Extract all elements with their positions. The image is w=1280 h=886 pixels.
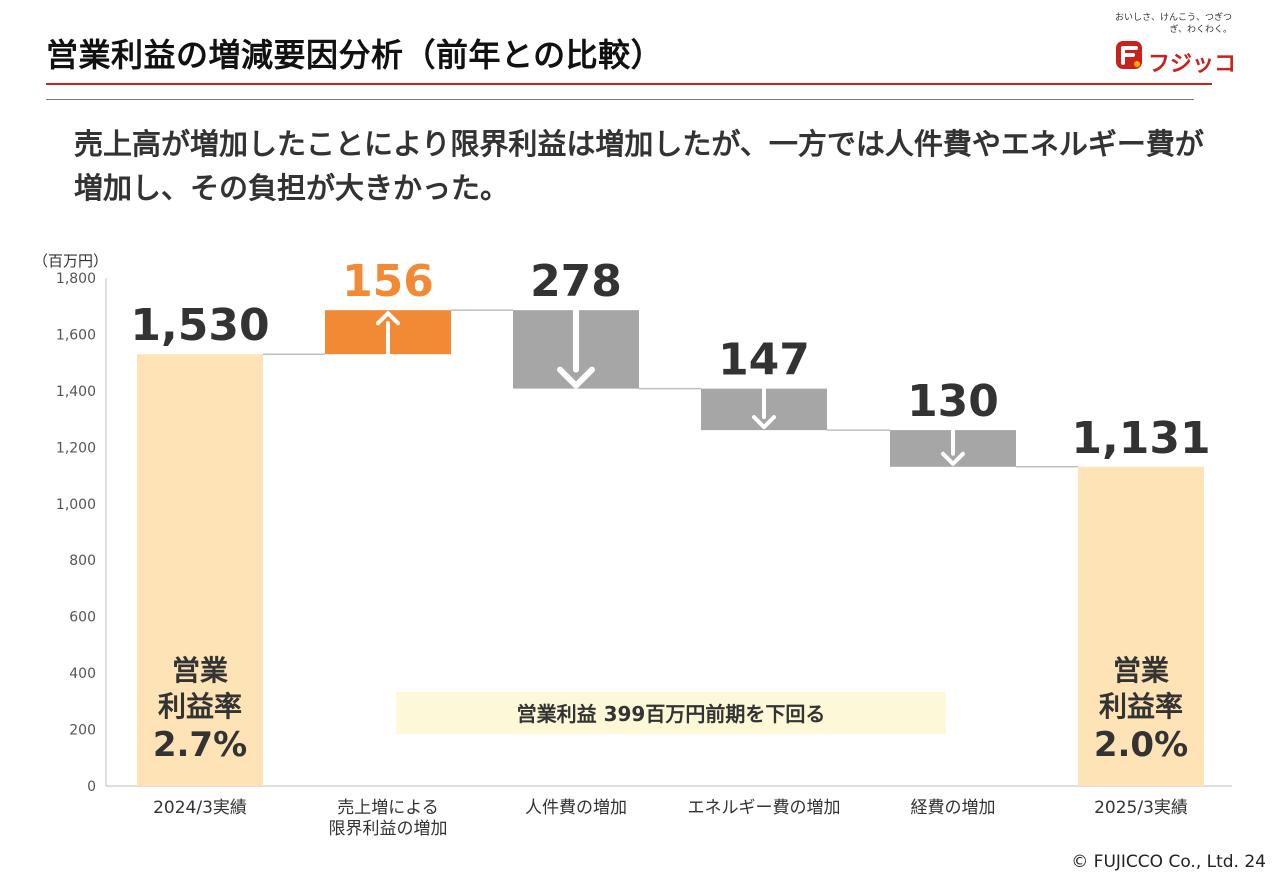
company-logo: おいしさ、けんこう、つぎつぎ、わくわく。 フジッコ xyxy=(1112,12,1236,77)
bar-total xyxy=(137,354,263,786)
margin-label: 2.0% xyxy=(1094,725,1188,765)
y-tick-label: 800 xyxy=(69,553,96,569)
bar-value-label: 147 xyxy=(718,335,810,386)
margin-label: 営業 xyxy=(1113,654,1169,687)
bar-total xyxy=(1078,466,1204,786)
y-tick-label: 1,400 xyxy=(56,384,96,400)
logo-name: フジッコ xyxy=(1148,52,1237,77)
y-tick-label: 0 xyxy=(87,779,96,795)
bar-value-label: 1,131 xyxy=(1071,413,1210,464)
x-category-label: 限界利益の増加 xyxy=(329,819,448,839)
footer-copyright: © FUJICCO Co., Ltd. 24 xyxy=(1071,852,1266,872)
y-tick-label: 600 xyxy=(69,610,96,626)
bar-value-label: 130 xyxy=(907,376,999,427)
x-category-label: 経費の増加 xyxy=(911,798,996,818)
title-underline-gray xyxy=(46,99,1194,100)
arrow-down-icon xyxy=(557,307,595,389)
bar-value-label: 1,530 xyxy=(130,300,269,351)
y-tick-label: 1,200 xyxy=(56,440,96,456)
annotation-text: 営業利益 399百万円前期を下回る xyxy=(517,702,826,726)
arrow-down-icon xyxy=(941,428,965,466)
annotation-box xyxy=(396,692,946,734)
y-tick-label: 1,600 xyxy=(56,327,96,343)
logo-tagline: おいしさ、けんこう、つぎつぎ、わくわく。 xyxy=(1114,13,1232,35)
y-tick-label: 200 xyxy=(69,723,96,739)
arrow-down-icon xyxy=(752,386,776,430)
margin-label: 利益率 xyxy=(1099,690,1183,723)
x-category-label: エネルギー費の増加 xyxy=(688,798,841,818)
headline-message: 売上高が増加したことにより限界利益は増加したが、一方では人件費やエネルギー費が増… xyxy=(74,127,1204,205)
y-tick-label: 1,800 xyxy=(56,271,96,287)
y-tick-label: 1,000 xyxy=(56,497,96,513)
y-tick-label: 400 xyxy=(69,666,96,682)
logo-mark-icon xyxy=(1116,41,1142,69)
arrow-up-icon xyxy=(376,311,400,357)
y-axis-unit-label: （百万円） xyxy=(33,252,109,270)
x-category-label: 2024/3実績 xyxy=(153,798,247,818)
margin-label: 営業 xyxy=(172,654,228,687)
title-underline-red xyxy=(46,83,1212,85)
x-category-label: 人件費の増加 xyxy=(525,798,627,818)
margin-label: 2.7% xyxy=(153,725,247,765)
x-category-label: 売上増による xyxy=(337,798,439,818)
page-title: 営業利益の増減要因分析（前年との比較） xyxy=(46,36,664,74)
bar-value-label: 156 xyxy=(342,256,434,307)
x-category-label: 2025/3実績 xyxy=(1094,798,1188,818)
bar-value-label: 278 xyxy=(530,256,622,307)
margin-label: 利益率 xyxy=(158,690,242,723)
